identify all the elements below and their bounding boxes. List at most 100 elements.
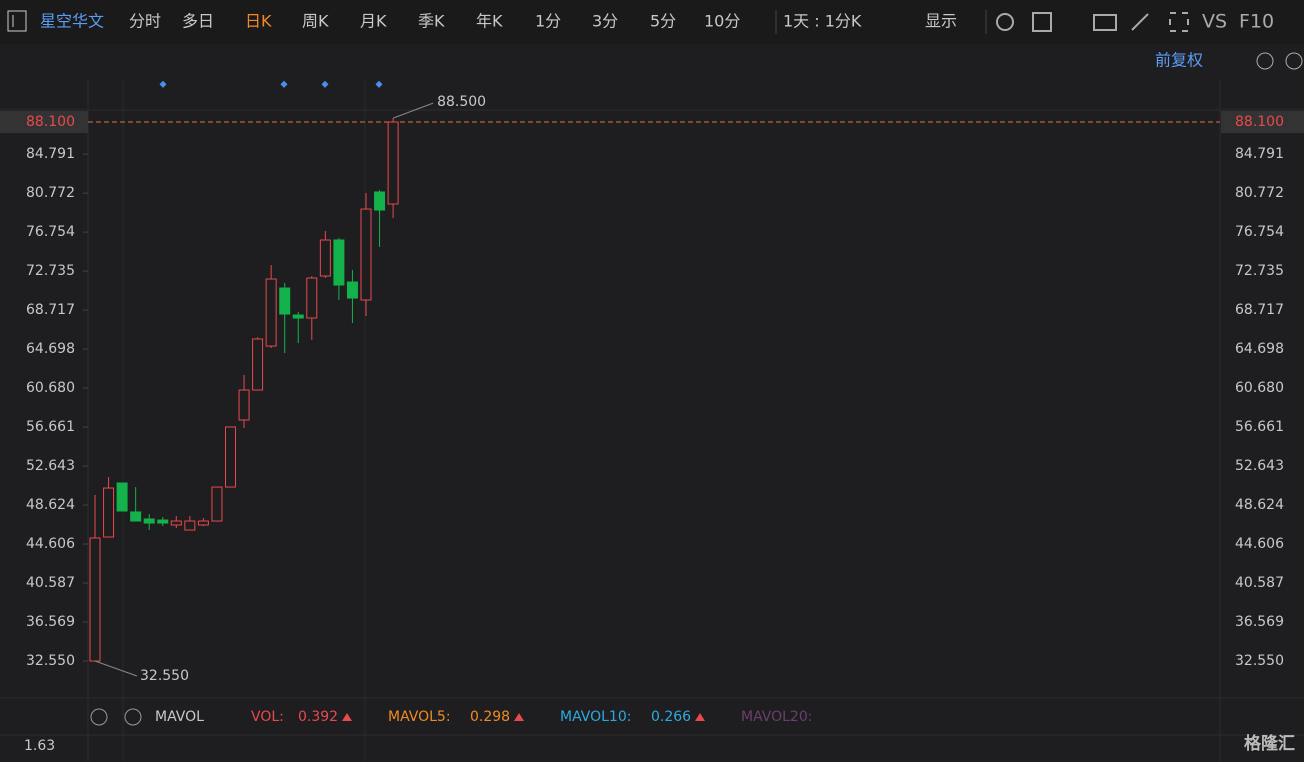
candle-body (346, 281, 358, 299)
event-marker[interactable] (280, 80, 288, 88)
candle-body (252, 338, 264, 391)
tab[interactable]: 多日 (182, 12, 214, 31)
candle-body (279, 287, 291, 315)
y-tick-label-right: 72.735 (1235, 263, 1284, 279)
tab[interactable]: 5分 (650, 12, 676, 31)
vol-settings[interactable] (90, 708, 108, 726)
vs[interactable]: VS (1202, 11, 1227, 33)
y-tick-label: 80.772 (26, 185, 75, 201)
low-pointer (94, 660, 138, 677)
tab[interactable]: 季K (418, 12, 445, 31)
candle-body (143, 518, 155, 524)
y-tick-label-right: 52.643 (1235, 458, 1284, 474)
candle-body (170, 520, 182, 526)
candle-body (374, 191, 386, 211)
y-tick-label-right: 40.587 (1235, 575, 1284, 591)
y-tick-label: 40.587 (26, 575, 75, 591)
y-tick-label: 52.643 (26, 458, 75, 474)
up-arrow (695, 713, 705, 721)
y-tick-label: 60.680 (26, 380, 75, 396)
settings-icon[interactable] (996, 13, 1014, 31)
y-tick-label-right: 32.550 (1235, 653, 1284, 669)
candle-body (360, 208, 372, 301)
candle-body (211, 486, 223, 522)
display[interactable]: 显示 (925, 12, 957, 31)
y-tick-label: 88.100 (26, 114, 75, 130)
candle-body (197, 520, 209, 526)
candle-body (157, 519, 169, 524)
camera-icon[interactable] (1093, 14, 1117, 31)
mavol10-value: 0.266 (651, 709, 691, 725)
draw-icon[interactable] (1131, 13, 1149, 31)
price-tag (0, 111, 88, 134)
y-tick-label: 56.661 (26, 419, 75, 435)
high-pointer (392, 102, 434, 119)
toolbar (0, 0, 1304, 44)
mavol5-value: 0.298 (470, 709, 510, 725)
mavol10-label: MAVOL10: (560, 709, 631, 725)
y-tick-label: 72.735 (26, 263, 75, 279)
tab[interactable]: 10分 (704, 12, 740, 31)
y-tick-label: 44.606 (26, 536, 75, 552)
y-tick-label: 68.717 (26, 302, 75, 318)
event-marker[interactable] (375, 80, 383, 88)
low-annotation: 32.550 (140, 668, 189, 684)
y-tick-label: 76.754 (26, 224, 75, 240)
zoom-in[interactable] (1285, 52, 1303, 70)
y-tick-label-right: 36.569 (1235, 614, 1284, 630)
y-tick-label-right: 48.624 (1235, 497, 1284, 513)
tab[interactable]: 3分 (592, 12, 618, 31)
candle-body (387, 121, 399, 205)
event-marker[interactable] (159, 80, 167, 88)
price-tag (1221, 111, 1304, 134)
event-markers (159, 80, 383, 88)
stock-name[interactable]: 星空华文 (40, 12, 104, 31)
y-tick-label-right: 88.100 (1235, 114, 1284, 130)
tab[interactable]: 周K (302, 12, 329, 31)
y-tick-label-right: 60.680 (1235, 380, 1284, 396)
vol-close[interactable] (124, 708, 142, 726)
candle-body (116, 482, 128, 512)
mavol5-label: MAVOL5: (388, 709, 451, 725)
candle-body (265, 278, 277, 347)
tab[interactable]: 日K (245, 12, 272, 31)
vol-ytick: 1.63 (24, 738, 55, 754)
shape-icon[interactable] (1032, 12, 1052, 32)
y-tick-label-right: 64.698 (1235, 341, 1284, 357)
fullscreen-icon[interactable] (1169, 12, 1189, 32)
vol-value: 0.392 (298, 709, 338, 725)
y-tick-label: 48.624 (26, 497, 75, 513)
y-tick-label: 36.569 (26, 614, 75, 630)
menu-icon[interactable] (7, 10, 27, 32)
candle-body (319, 239, 331, 277)
y-tick-label-right: 76.754 (1235, 224, 1284, 240)
up-arrow (342, 713, 352, 721)
vol-indicator[interactable]: MAVOL (155, 709, 204, 725)
candle-body (333, 239, 345, 286)
y-tick-label: 64.698 (26, 341, 75, 357)
y-tick-label-right: 80.772 (1235, 185, 1284, 201)
period[interactable]: 1天 : 1分K (783, 12, 862, 31)
f10[interactable]: F10 (1239, 11, 1274, 33)
adjust[interactable]: 前复权 (1155, 51, 1203, 70)
candle-body (306, 277, 318, 319)
candle-body (130, 511, 142, 522)
tab[interactable]: 分时 (129, 12, 161, 31)
event-marker[interactable] (321, 80, 329, 88)
y-tick-label-right: 68.717 (1235, 302, 1284, 318)
tab[interactable]: 月K (360, 12, 387, 31)
candle-body (238, 389, 250, 421)
zoom-out[interactable] (1256, 52, 1274, 70)
candle-body (89, 537, 101, 662)
candle-body (225, 426, 236, 488)
mavol20-label: MAVOL20: (741, 709, 812, 725)
tab[interactable]: 年K (476, 12, 503, 31)
y-tick-label-right: 56.661 (1235, 419, 1284, 435)
tab[interactable]: 1分 (535, 12, 561, 31)
candle-body (103, 487, 115, 538)
candle-body (184, 520, 196, 531)
y-tick-label: 32.550 (26, 653, 75, 669)
candle-body (292, 314, 304, 319)
